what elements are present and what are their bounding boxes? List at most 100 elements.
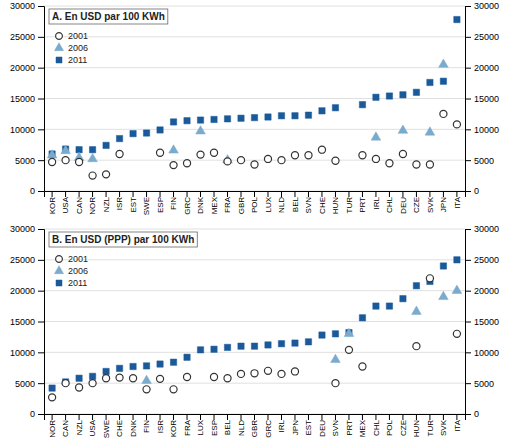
series xyxy=(49,257,460,392)
tick-mark xyxy=(402,191,403,197)
tick-label: NOR xyxy=(48,420,57,438)
tick-mark xyxy=(173,191,174,197)
tick-label: GRC xyxy=(264,420,273,438)
point xyxy=(183,160,190,167)
tick-label: POL xyxy=(385,419,394,436)
tick: CZE xyxy=(412,191,421,213)
point xyxy=(439,291,449,299)
title-frame xyxy=(49,232,197,247)
legend-label: 2001 xyxy=(68,254,88,264)
tick: CHE xyxy=(318,191,327,214)
y2-axis: 050001000015000200002500030000 xyxy=(465,224,499,419)
tick-mark xyxy=(456,414,457,420)
tick-mark xyxy=(465,129,471,130)
point xyxy=(62,157,69,164)
tick-mark xyxy=(294,414,295,420)
point xyxy=(251,161,258,168)
point xyxy=(143,130,149,136)
tick-mark xyxy=(79,414,80,420)
tick: ISR xyxy=(156,414,165,433)
point xyxy=(278,370,285,377)
tick: GRC xyxy=(264,414,273,438)
tick-label: NZL xyxy=(102,196,111,212)
tick: TUR xyxy=(426,414,435,436)
panel: KORUSACANNORNZLISRESTSWEESPFINGRCDNKMEXF… xyxy=(10,1,499,215)
point xyxy=(425,127,435,135)
tick: 15000 xyxy=(10,94,44,104)
tick-mark xyxy=(119,191,120,197)
legend-item: 2011 xyxy=(56,278,87,288)
tick-label: DEU xyxy=(399,197,408,214)
tick-mark xyxy=(227,414,228,420)
point xyxy=(184,354,190,360)
point xyxy=(372,155,379,162)
point xyxy=(440,78,446,84)
tick: DEU xyxy=(399,191,408,214)
tick: FRA xyxy=(223,191,232,213)
point xyxy=(359,152,366,159)
tick-label: USA xyxy=(61,196,70,213)
tick-mark xyxy=(254,191,255,197)
tick-mark xyxy=(92,191,93,197)
point xyxy=(224,116,230,122)
point xyxy=(169,145,179,153)
point xyxy=(265,342,271,348)
tick-mark xyxy=(106,191,107,197)
tick: CZE xyxy=(399,414,408,436)
point xyxy=(157,127,163,133)
point xyxy=(400,92,406,98)
legend-label: 2001 xyxy=(68,31,88,41)
grid xyxy=(44,6,465,191)
tick: NLD xyxy=(237,414,246,436)
title-frame xyxy=(49,9,168,24)
tick-label: ESP xyxy=(210,420,219,436)
tick-mark xyxy=(38,129,44,130)
tick-mark xyxy=(429,191,430,197)
point xyxy=(319,332,325,338)
tick: LUX xyxy=(196,414,205,436)
tick-label: CZE xyxy=(399,420,408,436)
legend-label: 2011 xyxy=(68,55,87,65)
tick-label: ISR xyxy=(115,197,124,211)
point xyxy=(211,116,217,122)
tick-mark xyxy=(281,414,282,420)
point xyxy=(278,157,285,164)
tick: GBR xyxy=(237,191,246,214)
tick-label: IRL xyxy=(277,419,286,432)
tick-mark xyxy=(348,191,349,197)
tick-mark xyxy=(38,260,44,261)
point xyxy=(371,132,381,140)
tick-mark xyxy=(38,352,44,353)
point xyxy=(413,89,419,95)
point xyxy=(291,152,298,159)
tick-mark xyxy=(375,414,376,420)
legend-symbol xyxy=(56,57,62,63)
point xyxy=(49,385,55,391)
point xyxy=(62,380,69,387)
tick: NZL xyxy=(75,414,84,435)
tick-mark xyxy=(133,414,134,420)
tick-label: 25000 xyxy=(10,255,35,265)
point xyxy=(440,110,447,117)
tick-label: 20000 xyxy=(10,286,35,296)
grid-line xyxy=(44,67,465,68)
tick-mark xyxy=(65,191,66,197)
point xyxy=(238,115,244,121)
tick-mark xyxy=(200,414,201,420)
panel: NORCANNZLUSASWECHEDNKFINISRKORFRALUXESPB… xyxy=(10,224,499,438)
tick: FIN xyxy=(142,414,151,433)
point xyxy=(130,130,136,136)
marks xyxy=(47,16,460,179)
point xyxy=(440,263,446,269)
point xyxy=(76,384,83,391)
point xyxy=(61,145,71,153)
point xyxy=(89,380,96,387)
tick-mark xyxy=(321,191,322,197)
axis-line xyxy=(45,415,466,421)
tick: HUN xyxy=(412,414,421,437)
grid-line xyxy=(44,36,465,37)
point xyxy=(373,303,379,309)
point xyxy=(319,108,325,114)
x-axis: NORCANNZLUSASWECHEDNKFINISRKORFRALUXESPB… xyxy=(45,414,466,438)
point xyxy=(142,375,152,383)
